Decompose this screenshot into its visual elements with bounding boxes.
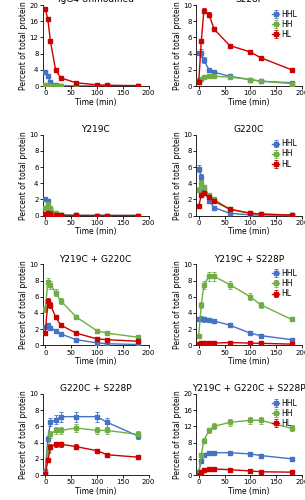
Title: IgG4 Unmodified: IgG4 Unmodified [58, 0, 134, 4]
Y-axis label: Percent of total protein: Percent of total protein [19, 260, 28, 349]
Title: S228P: S228P [235, 0, 263, 4]
X-axis label: Time (min): Time (min) [75, 98, 117, 106]
X-axis label: Time (min): Time (min) [75, 486, 117, 496]
X-axis label: Time (min): Time (min) [228, 227, 270, 236]
Legend: HHL, HH, HL: HHL, HH, HL [271, 268, 298, 299]
Title: Y219C: Y219C [81, 125, 110, 134]
Y-axis label: Percent of total protein: Percent of total protein [19, 131, 28, 220]
Legend: HHL, HH, HL: HHL, HH, HL [271, 9, 298, 40]
Title: G220C + S228P: G220C + S228P [60, 384, 131, 393]
Legend: HHL, HH, HL: HHL, HH, HL [271, 138, 298, 170]
Title: G220C: G220C [234, 125, 264, 134]
Y-axis label: Percent of total protein: Percent of total protein [173, 260, 181, 349]
Y-axis label: Percent of total protein: Percent of total protein [173, 131, 181, 220]
Title: Y219C + G220C + S228P: Y219C + G220C + S228P [192, 384, 305, 393]
X-axis label: Time (min): Time (min) [228, 98, 270, 106]
X-axis label: Time (min): Time (min) [228, 486, 270, 496]
Legend: HHL, HH, HL: HHL, HH, HL [271, 398, 298, 428]
Title: Y219C + G220C: Y219C + G220C [59, 254, 132, 264]
Title: Y219C + S228P: Y219C + S228P [214, 254, 284, 264]
X-axis label: Time (min): Time (min) [228, 357, 270, 366]
X-axis label: Time (min): Time (min) [75, 357, 117, 366]
Y-axis label: Percent of total protein: Percent of total protein [173, 1, 181, 90]
Y-axis label: Percent of total protein: Percent of total protein [19, 390, 28, 479]
Y-axis label: Percent of total protein: Percent of total protein [173, 390, 181, 479]
Y-axis label: Percent of total protein: Percent of total protein [19, 1, 28, 90]
X-axis label: Time (min): Time (min) [75, 227, 117, 236]
